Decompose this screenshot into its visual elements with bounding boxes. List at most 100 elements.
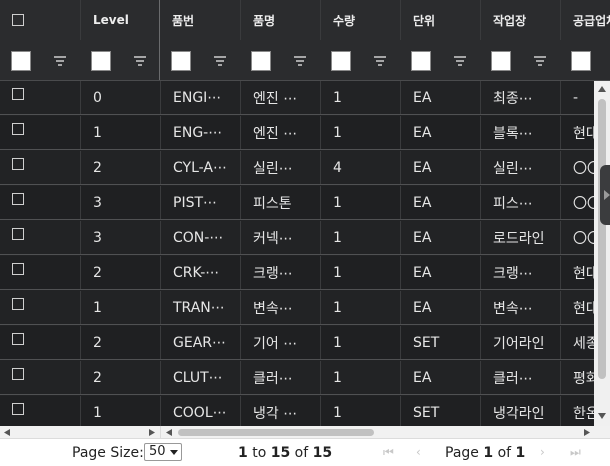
cell-level[interactable]: 2 <box>80 151 160 184</box>
cell-workplace[interactable]: 로드라인 <box>480 221 560 254</box>
cell-level[interactable]: 2 <box>80 361 160 394</box>
cell-part-no[interactable]: CON-⋯ <box>160 221 240 254</box>
cell-qty[interactable]: 1 <box>320 81 400 114</box>
cell-qty[interactable]: 1 <box>320 361 400 394</box>
cell-part-no[interactable]: ENG-⋯ <box>160 116 240 149</box>
previous-page-icon[interactable]: ‹ <box>416 445 421 459</box>
cell-unit[interactable]: EA <box>400 186 480 219</box>
cell-part-name[interactable]: 클러⋯ <box>240 361 320 394</box>
select-all-checkbox[interactable] <box>12 14 24 26</box>
cell-qty[interactable]: 1 <box>320 326 400 359</box>
filter-input[interactable] <box>11 51 31 71</box>
cell-qty[interactable]: 1 <box>320 221 400 254</box>
scroll-left-arrow-icon[interactable] <box>165 428 173 437</box>
header-supplier[interactable]: 공급업체 <box>560 0 610 40</box>
cell-level[interactable]: 1 <box>80 116 160 149</box>
cell-level[interactable]: 0 <box>80 81 160 114</box>
filter-icon[interactable] <box>214 56 226 66</box>
filter-input[interactable] <box>91 51 111 71</box>
row-checkbox[interactable] <box>12 123 24 135</box>
filter-input[interactable] <box>571 51 591 71</box>
cell-workplace[interactable]: 최종⋯ <box>480 81 560 114</box>
cell-part-name[interactable]: 냉각 ⋯ <box>240 396 320 426</box>
cell-part-no[interactable]: TRAN⋯ <box>160 291 240 324</box>
cell-level[interactable]: 3 <box>80 186 160 219</box>
cell-supplier[interactable]: - <box>560 81 594 114</box>
cell-part-name[interactable]: 엔진 ⋯ <box>240 81 320 114</box>
cell-unit[interactable]: EA <box>400 256 480 289</box>
cell-part-no[interactable]: CLUT⋯ <box>160 361 240 394</box>
cell-level[interactable]: 2 <box>80 256 160 289</box>
cell-workplace[interactable]: 기어라인 <box>480 326 560 359</box>
row-checkbox[interactable] <box>12 88 24 100</box>
last-page-icon[interactable]: ⏭ <box>570 445 581 459</box>
cell-part-name[interactable]: 실린⋯ <box>240 151 320 184</box>
page-size-select[interactable]: 50 <box>144 443 182 461</box>
cell-level[interactable]: 1 <box>80 396 160 426</box>
cell-supplier[interactable]: 현대 <box>560 291 594 324</box>
vertical-scrollbar[interactable] <box>594 81 610 426</box>
cell-part-name[interactable]: 피스톤 <box>240 186 320 219</box>
row-checkbox[interactable] <box>12 403 24 415</box>
header-part-no[interactable]: 품번 <box>172 13 195 28</box>
filter-input[interactable] <box>251 51 271 71</box>
cell-level[interactable]: 3 <box>80 221 160 254</box>
cell-part-no[interactable]: CYL-A⋯ <box>160 151 240 184</box>
cell-supplier[interactable]: 〇〇 <box>560 221 594 254</box>
cell-unit[interactable]: EA <box>400 116 480 149</box>
horizontal-scroll-thumb[interactable] <box>178 429 374 436</box>
scroll-down-arrow-icon[interactable] <box>597 412 607 420</box>
scroll-right-arrow-icon[interactable] <box>583 428 591 437</box>
row-checkbox[interactable] <box>12 228 24 240</box>
filter-icon[interactable] <box>454 56 466 66</box>
filter-icon[interactable] <box>534 56 546 66</box>
cell-part-name[interactable]: 변속⋯ <box>240 291 320 324</box>
cell-supplier[interactable]: 〇〇 <box>560 186 594 219</box>
cell-workplace[interactable]: 변속⋯ <box>480 291 560 324</box>
cell-part-name[interactable]: 크랭⋯ <box>240 256 320 289</box>
cell-part-no[interactable]: PIST⋯ <box>160 186 240 219</box>
header-workplace[interactable]: 작업장 <box>480 0 560 40</box>
header-part-name[interactable]: 품명 <box>240 0 320 40</box>
cell-qty[interactable]: 1 <box>320 291 400 324</box>
row-checkbox[interactable] <box>12 368 24 380</box>
scroll-right-arrow-icon[interactable] <box>148 428 156 437</box>
filter-input[interactable] <box>491 51 511 71</box>
first-page-icon[interactable]: ⏮ <box>383 445 394 459</box>
cell-workplace[interactable]: 실린⋯ <box>480 151 560 184</box>
cell-part-no[interactable]: COOL⋯ <box>160 396 240 426</box>
cell-part-no[interactable]: ENGI⋯ <box>160 81 240 114</box>
cell-supplier[interactable]: 한온 <box>560 396 594 426</box>
filter-icon[interactable] <box>134 56 146 66</box>
cell-workplace[interactable]: 피스⋯ <box>480 186 560 219</box>
row-checkbox[interactable] <box>12 298 24 310</box>
cell-unit[interactable]: SET <box>400 396 480 426</box>
horizontal-scrollbar[interactable] <box>0 426 610 438</box>
row-checkbox[interactable] <box>12 158 24 170</box>
scroll-up-arrow-icon[interactable] <box>597 85 607 93</box>
filter-input[interactable] <box>171 51 191 71</box>
pinned-horizontal-scrollbar[interactable] <box>0 426 161 438</box>
cell-qty[interactable]: 1 <box>320 256 400 289</box>
vertical-scroll-thumb[interactable] <box>598 99 606 379</box>
next-page-icon[interactable]: › <box>540 445 545 459</box>
cell-qty[interactable]: 4 <box>320 151 400 184</box>
scroll-left-arrow-icon[interactable] <box>3 428 11 437</box>
cell-part-name[interactable]: 엔진 ⋯ <box>240 116 320 149</box>
table-row[interactable]: 0 ENGI⋯ 엔진 ⋯ 1 EA 최종⋯ - <box>0 81 594 115</box>
cell-workplace[interactable]: 크랭⋯ <box>480 256 560 289</box>
row-checkbox[interactable] <box>12 333 24 345</box>
cell-level[interactable]: 1 <box>80 291 160 324</box>
cell-part-name[interactable]: 기어 ⋯ <box>240 326 320 359</box>
cell-level[interactable]: 2 <box>80 326 160 359</box>
cell-unit[interactable]: EA <box>400 151 480 184</box>
cell-supplier[interactable]: 현대 <box>560 116 594 149</box>
cell-unit[interactable]: SET <box>400 326 480 359</box>
cell-workplace[interactable]: 냉각라인 <box>480 396 560 426</box>
cell-qty[interactable]: 1 <box>320 116 400 149</box>
